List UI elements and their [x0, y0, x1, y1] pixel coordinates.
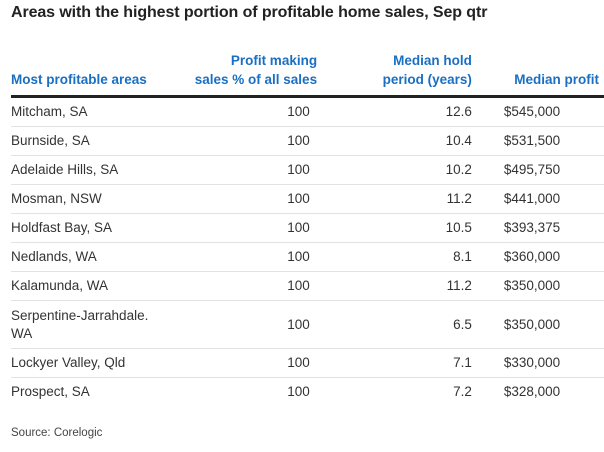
- cell-hold-period: 11.2: [317, 184, 472, 214]
- table-row: Serpentine-Jarrahdale. WA 100 6.5 $350,0…: [11, 300, 604, 349]
- cell-profit-pct: 100: [169, 184, 318, 214]
- cell-area: Prospect, SA: [11, 384, 90, 399]
- cell-profit-pct: 100: [169, 300, 318, 349]
- header-most-profitable-areas: Most profitable areas: [11, 51, 170, 98]
- header-label: Most profitable areas: [11, 72, 147, 87]
- table-row: Adelaide Hills, SA 100 10.2 $495,750: [11, 155, 604, 185]
- cell-median-profit: $545,000: [471, 96, 604, 127]
- cell-median-profit: $441,000: [471, 184, 604, 214]
- cell-area: Serpentine-Jarrahdale. WA: [11, 300, 170, 349]
- cell-hold-period: 6.5: [317, 300, 472, 349]
- table-row: Mosman, NSW 100 11.2 $441,000: [11, 184, 604, 214]
- header-label: Median profit: [514, 72, 599, 87]
- cell-median-profit: $328,000: [503, 384, 561, 399]
- table-row: Holdfast Bay, SA 100 10.5 $393,375: [11, 213, 604, 243]
- table-row: Kalamunda, WA 100 11.2 $350,000: [11, 271, 604, 301]
- cell-area: Mosman, NSW: [11, 184, 170, 214]
- cell-hold-period: 7.1: [317, 348, 472, 378]
- table-row: Burnside, SA 100 10.4 $531,500: [11, 126, 604, 156]
- cell-area: Lockyer Valley, Qld: [11, 348, 170, 378]
- cell-profit-pct: 100: [169, 348, 318, 378]
- cell-profit-pct: 100: [169, 213, 318, 243]
- cell-profit-pct: 100: [169, 126, 318, 156]
- cell-area-line2: WA: [11, 325, 33, 341]
- profitable-areas-table: Most profitable areas Profit making sale…: [11, 51, 604, 406]
- cell-median-profit: $350,000: [471, 271, 604, 301]
- table-row: Prospect, SA 100 7.2 $328,000: [11, 378, 604, 407]
- cell-median-profit: $495,750: [471, 155, 604, 185]
- cell-area-line1: Serpentine-Jarrahdale.: [11, 307, 149, 323]
- header-row: Most profitable areas Profit making sale…: [11, 51, 604, 98]
- header-label-line1: Profit making: [230, 53, 318, 68]
- table-title: Areas with the highest portion of profit…: [11, 4, 488, 21]
- cell-hold-period: 10.5: [317, 213, 472, 243]
- cell-area: Burnside, SA: [11, 126, 170, 156]
- table-row: Nedlands, WA 100 8.1 $360,000: [11, 242, 604, 272]
- header-profit-making-pct: Profit making sales % of all sales: [169, 51, 318, 98]
- cell-profit-pct: 100: [169, 271, 318, 301]
- cell-hold-period: 7.2: [453, 384, 472, 399]
- cell-area: Nedlands, WA: [11, 242, 170, 272]
- cell-hold-period: 12.6: [317, 96, 472, 127]
- cell-area: Adelaide Hills, SA: [11, 155, 170, 185]
- cell-profit-pct: 100: [169, 96, 318, 127]
- cell-profit-pct: 100: [169, 155, 318, 185]
- cell-area: Kalamunda, WA: [11, 271, 170, 301]
- table-row: Lockyer Valley, Qld 100 7.1 $330,000: [11, 348, 604, 378]
- cell-hold-period: 8.1: [317, 242, 472, 272]
- cell-hold-period: 10.4: [317, 126, 472, 156]
- cell-median-profit: $350,000: [471, 300, 604, 349]
- cell-median-profit: $330,000: [471, 348, 604, 378]
- cell-area: Holdfast Bay, SA: [11, 213, 170, 243]
- source-note: Source: Corelogic: [11, 427, 103, 439]
- table-row: Mitcham, SA 100 12.6 $545,000: [11, 96, 604, 127]
- cell-median-profit: $360,000: [471, 242, 604, 272]
- header-label-line2: period (years): [382, 72, 472, 87]
- header-median-hold-period: Median hold period (years): [317, 51, 472, 98]
- header-label-line2: sales % of all sales: [194, 72, 318, 87]
- header-label-line1: Median hold: [393, 53, 472, 68]
- cell-hold-period: 11.2: [317, 271, 472, 301]
- cell-profit-pct: 100: [169, 242, 318, 272]
- cell-median-profit: $393,375: [471, 213, 604, 243]
- cell-area: Mitcham, SA: [11, 96, 170, 127]
- header-median-profit: Median profit: [471, 51, 604, 98]
- cell-profit-pct: 100: [287, 384, 310, 399]
- cell-median-profit: $531,500: [471, 126, 604, 156]
- cell-hold-period: 10.2: [317, 155, 472, 185]
